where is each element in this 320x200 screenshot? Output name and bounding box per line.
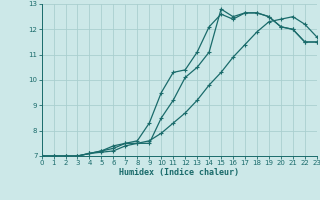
X-axis label: Humidex (Indice chaleur): Humidex (Indice chaleur) [119, 168, 239, 177]
